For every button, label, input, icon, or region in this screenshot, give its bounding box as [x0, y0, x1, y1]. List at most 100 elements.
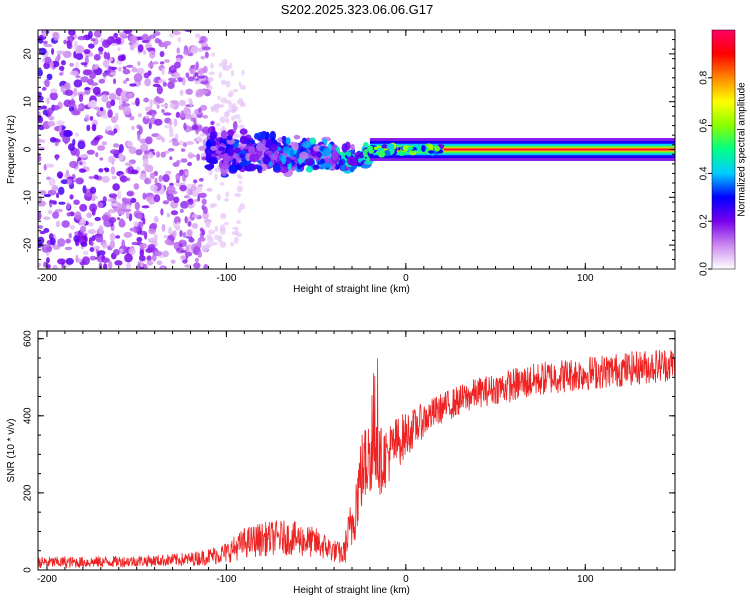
top-ytick-label: -10 — [23, 190, 34, 205]
spectrogram-cell — [214, 167, 220, 173]
spectrogram-cell — [93, 106, 101, 110]
spectrogram-cell — [154, 250, 163, 257]
spectrogram-cell — [225, 118, 230, 124]
spectrogram-cell — [169, 103, 176, 109]
spectrogram-cell — [46, 264, 51, 269]
spectrogram-cell — [117, 217, 121, 221]
spectrogram-cell — [43, 62, 50, 70]
spectrogram-cell — [137, 132, 141, 141]
spectrogram-cell — [146, 260, 154, 266]
spectrogram-cell — [185, 72, 190, 78]
spectrogram-cell — [217, 146, 225, 152]
spectrogram-cell — [166, 185, 176, 193]
spectrogram-cell — [305, 166, 314, 173]
spectrogram-cell — [321, 162, 332, 168]
spectrogram-cell — [179, 89, 184, 96]
spectrogram-cell — [187, 204, 194, 209]
spectrogram-cell — [238, 119, 242, 124]
spectrogram-cell — [46, 107, 54, 115]
spectrogram-cell — [98, 225, 104, 234]
spectrogram-cell — [173, 72, 181, 80]
spectrogram-cell — [123, 30, 133, 34]
spectrogram-cell — [178, 140, 184, 146]
spectrogram-cell — [249, 153, 260, 163]
spectrogram-cell — [301, 141, 312, 149]
spectrogram-cell — [146, 255, 152, 262]
spectrogram-cell — [66, 40, 72, 49]
spectrogram-cell — [93, 245, 101, 250]
spectrogram-cell — [219, 104, 225, 108]
spectrogram-cell — [130, 197, 137, 204]
spectrogram-cell — [238, 124, 245, 130]
spectrogram-cell — [60, 179, 69, 185]
spectrogram-cell — [201, 204, 205, 211]
spectrogram-cell — [39, 230, 46, 235]
spectrogram-cell — [238, 180, 242, 184]
spectrogram-cell — [41, 86, 47, 91]
spectrogram-cell — [226, 135, 233, 141]
spectrogram-cell — [239, 101, 246, 108]
spectrogram-cell — [346, 151, 352, 157]
spectrogram-cell — [194, 257, 199, 263]
spectrogram-cell — [106, 130, 114, 136]
spectrogram-cell — [230, 69, 235, 77]
spectrogram-cell — [48, 209, 53, 215]
spectrogram-cell — [64, 246, 73, 251]
spectrogram-cell — [113, 143, 120, 148]
spectrogram-cell — [84, 114, 90, 122]
spectrogram-cell — [162, 82, 167, 87]
spectrogram-cell — [169, 33, 174, 38]
spectrogram-cell — [55, 220, 61, 228]
spectrogram-cell — [170, 64, 176, 71]
spectrogram-cell — [114, 260, 123, 266]
spectrogram-cell — [52, 104, 60, 111]
spectrogram-cell — [173, 216, 181, 225]
spectrogram-cell — [69, 224, 76, 230]
spectrogram-cell — [212, 203, 218, 207]
spectrogram-cell — [223, 221, 230, 226]
spectrogram-cell — [185, 244, 190, 253]
spectrogram-cell — [194, 199, 199, 203]
spectrogram-cell — [133, 183, 140, 190]
spectrogram-cell — [313, 145, 322, 152]
spectrogram-cell — [91, 235, 96, 242]
spectrogram-cell — [124, 253, 133, 263]
spectrogram-cell — [225, 80, 231, 88]
bottom-ytick-label: 200 — [23, 484, 34, 501]
spectrogram-cell — [246, 163, 257, 172]
spectrogram-cell — [129, 83, 137, 87]
spectrogram-cell — [122, 106, 132, 116]
spectrogram-cell — [232, 226, 239, 231]
spectrogram-cell — [223, 198, 230, 202]
spectrogram-cell — [322, 147, 331, 157]
spectrogram-cell — [94, 216, 101, 222]
spectrogram-cell — [367, 145, 374, 150]
spectrogram-cell — [190, 46, 199, 54]
spectrogram-cell — [144, 78, 152, 87]
spectrogram-cell — [134, 201, 140, 211]
spectrogram-cell — [42, 40, 48, 45]
spectrogram-cell — [205, 221, 211, 228]
spectrogram-cell — [154, 118, 163, 126]
spectrogram-cell — [179, 230, 183, 238]
spectrogram-cell — [218, 71, 222, 79]
bottom-ytick-label: 600 — [23, 330, 34, 347]
spectrogram-cell — [148, 200, 154, 205]
spectrogram-cell — [46, 73, 53, 81]
spectrogram-cell — [109, 232, 116, 242]
spectrogram-cell — [83, 49, 91, 55]
spectrogram-cell — [49, 91, 58, 101]
spectrogram-cell — [56, 120, 65, 126]
spectrogram-cell — [216, 193, 222, 201]
spectrogram-cell — [143, 97, 150, 103]
spectrogram-cell — [188, 237, 195, 243]
spectrogram-cell — [209, 131, 216, 141]
spectrogram-cell — [214, 234, 219, 241]
spectrogram-cell — [173, 118, 178, 127]
top-ytick-label: 0 — [23, 146, 34, 152]
spectrogram-cell — [187, 98, 192, 103]
spectrogram-cell — [44, 78, 50, 88]
spectrogram-cell — [269, 130, 277, 141]
spectrogram-cell — [66, 202, 71, 210]
